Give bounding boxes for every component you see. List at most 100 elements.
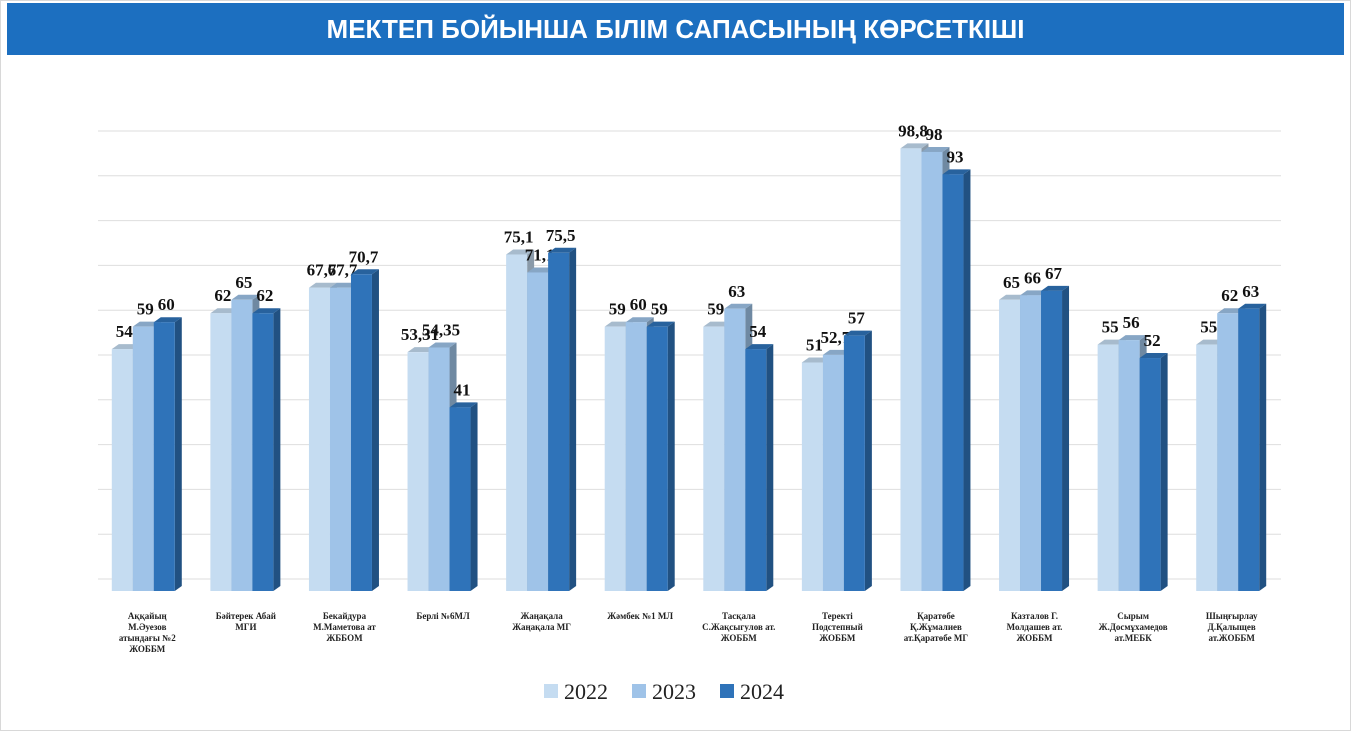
bar-top — [506, 249, 535, 255]
bar — [428, 347, 450, 591]
value-label: 75,1 — [504, 228, 534, 247]
x-tick-label: Қаратөбе Қ.Жұмалиев ат.Қаратөбе МГ — [903, 611, 969, 643]
value-label: 54,35 — [422, 321, 460, 340]
bar — [407, 352, 429, 591]
bar — [1238, 308, 1260, 591]
bar-side — [766, 344, 774, 591]
bar-top — [625, 317, 654, 323]
value-label: 59 — [609, 300, 626, 319]
bar — [527, 272, 549, 591]
bar-side — [1259, 303, 1267, 591]
bar-top — [308, 282, 337, 288]
value-label: 60 — [630, 295, 647, 314]
x-tick-label: Шыңғырлау Д.Қалыщев ат.ЖОББМ — [1205, 611, 1258, 643]
x-tick-label: Жəмбек №1 МЛ — [607, 611, 674, 621]
bar-top — [1118, 335, 1147, 341]
value-label: 59 — [707, 300, 724, 319]
value-label: 62 — [1221, 286, 1238, 305]
bar-top — [231, 294, 260, 300]
x-tick-label: Бекайдура М.Маметова ат ЖББОМ — [313, 611, 376, 643]
bar-side — [667, 321, 675, 591]
bar — [942, 174, 964, 592]
value-label: 52,7 — [821, 328, 851, 347]
legend-label: 2023 — [652, 679, 696, 704]
bar — [111, 349, 133, 591]
value-label: 67,7 — [307, 261, 337, 280]
bar — [801, 362, 823, 591]
legend-swatch — [544, 684, 558, 698]
value-label: 93 — [946, 147, 963, 166]
legend-label: 2022 — [564, 679, 608, 704]
legend-swatch — [632, 684, 646, 698]
bar — [999, 299, 1021, 591]
bar-top — [1139, 353, 1168, 359]
bar — [210, 313, 232, 591]
x-tick-label: Бәйтерек Абай МГИ — [215, 611, 276, 632]
value-label: 53,31 — [401, 325, 439, 344]
bar-side — [963, 169, 971, 592]
x-tick-label: Аққайың М.Әуезов атындағы №2 ЖОББМ — [118, 611, 176, 654]
x-tick-label: Теректі Подстепный ЖОББМ — [811, 611, 863, 643]
x-tick-label: Берлі №6МЛ — [416, 611, 470, 621]
value-label: 56 — [1123, 313, 1140, 332]
legend-label: 2024 — [740, 679, 784, 704]
value-label: 57 — [848, 309, 866, 328]
value-label: 98 — [925, 125, 942, 144]
bar — [506, 254, 528, 591]
bar-side — [569, 247, 577, 591]
value-label: 65 — [1003, 273, 1020, 292]
value-label: 63 — [1242, 282, 1259, 301]
value-label: 55 — [1102, 318, 1119, 337]
value-label: 62 — [214, 286, 231, 305]
bar — [604, 326, 626, 591]
bar — [822, 354, 844, 591]
bar — [1041, 290, 1063, 591]
bar-top — [1041, 285, 1070, 291]
value-label: 51 — [806, 336, 823, 355]
bar-top — [843, 330, 872, 336]
bar-side — [371, 269, 379, 591]
bar-side — [174, 317, 182, 591]
bar — [308, 287, 330, 591]
bar — [921, 151, 943, 591]
value-label: 54 — [116, 322, 134, 341]
bar — [724, 308, 746, 591]
x-tick-label: Казталов Г. Молдашев ат. ЖОББМ — [1006, 611, 1063, 643]
bar — [703, 326, 725, 591]
bar-top — [548, 247, 577, 253]
value-label: 41 — [454, 380, 471, 399]
bar-side — [273, 308, 281, 591]
bar-top — [449, 402, 478, 408]
bar-side — [1160, 353, 1168, 591]
bar-side — [1062, 285, 1070, 591]
legend-swatch — [720, 684, 734, 698]
value-label: 70,7 — [349, 247, 379, 266]
bar — [1097, 344, 1119, 591]
bar-top — [428, 342, 457, 348]
bar — [132, 326, 154, 591]
bar — [153, 322, 175, 591]
bar — [350, 274, 372, 591]
x-tick-label: Сырым Ж.Досмұхамедов ат.МЕБК — [1098, 611, 1168, 643]
bar — [449, 407, 471, 591]
value-label: 71,1 — [525, 245, 555, 264]
x-tick-label: Тасқала С.Жақсыгулов ат. ЖОББМ — [702, 611, 776, 643]
value-label: 75,5 — [546, 226, 576, 245]
value-label: 60 — [158, 295, 175, 314]
value-label: 65 — [235, 273, 252, 292]
value-label: 52 — [1144, 331, 1161, 350]
bar — [646, 326, 668, 591]
value-label: 62 — [256, 286, 273, 305]
bar-top — [153, 317, 182, 323]
bar-top — [724, 303, 753, 309]
bar — [548, 252, 570, 591]
value-label: 98,8 — [898, 121, 928, 140]
bar — [843, 335, 865, 591]
value-label: 59 — [651, 300, 668, 319]
bar-top — [921, 146, 950, 152]
bar — [900, 148, 922, 591]
bar — [1217, 313, 1239, 591]
bar-top — [646, 321, 675, 327]
value-label: 67,7 — [328, 261, 358, 280]
